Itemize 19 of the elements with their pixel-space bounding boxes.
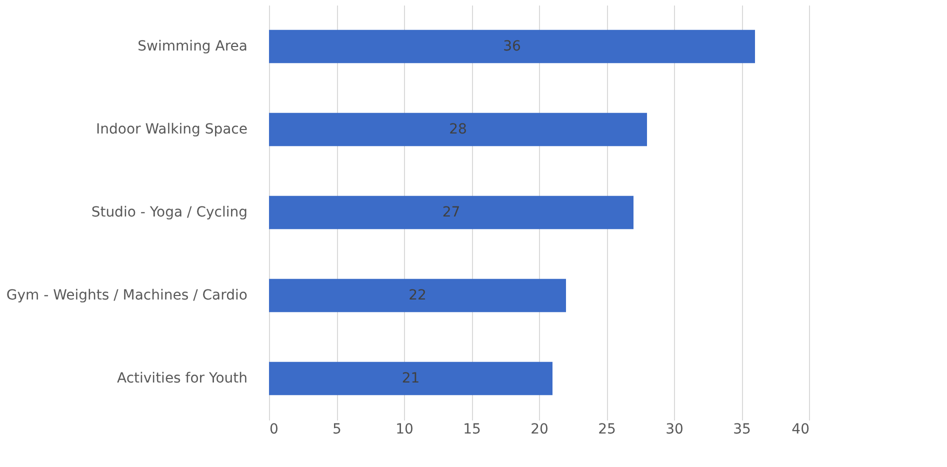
data-label: 22 <box>408 288 426 304</box>
x-tick-label: 25 <box>598 422 616 438</box>
x-tick-label: 0 <box>270 422 278 438</box>
x-tick-label: 15 <box>463 422 481 438</box>
x-tick-label: 5 <box>332 422 342 438</box>
y-tick-label: Gym - Weights / Machines / Cardio <box>6 288 248 304</box>
y-tick-label: Swimming Area <box>138 38 248 54</box>
y-tick-label: Activities for Youth <box>116 370 248 386</box>
x-tick-label: 10 <box>396 422 414 438</box>
x-tick-label: 40 <box>792 422 810 438</box>
x-tick-label: 20 <box>530 422 548 438</box>
x-tick-label: 30 <box>666 422 684 438</box>
data-label: 36 <box>503 38 521 54</box>
data-label: 27 <box>442 204 460 220</box>
data-label: 21 <box>402 370 420 386</box>
y-tick-label: Indoor Walking Space <box>96 122 248 138</box>
data-label: 28 <box>449 122 467 138</box>
x-tick-label: 35 <box>733 422 751 438</box>
y-tick-label: Studio - Yoga / Cycling <box>91 204 248 220</box>
